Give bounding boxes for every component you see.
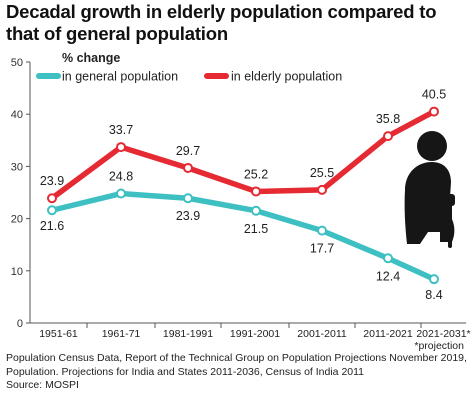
data-label-general: 12.4 bbox=[376, 269, 400, 283]
data-label-elderly: 25.5 bbox=[310, 166, 334, 180]
source-note: Population Census Data, Report of the Te… bbox=[6, 352, 467, 378]
data-label-general: 21.6 bbox=[40, 219, 64, 233]
data-point-general bbox=[317, 225, 327, 236]
data-label-elderly: 40.5 bbox=[422, 88, 446, 102]
data-point-general bbox=[183, 193, 193, 204]
data-label-elderly: 35.8 bbox=[376, 112, 400, 126]
x-tick-label: 2001-2011 bbox=[297, 328, 347, 340]
data-point-general bbox=[47, 205, 57, 216]
data-label-elderly: 23.9 bbox=[40, 174, 64, 188]
line-chart: 0 10 20 30 40 50 1951-61 1961-71 1981-1991 1991-… bbox=[11, 51, 471, 352]
chart-title: Decadal growth in elderly population com… bbox=[6, 1, 437, 44]
y-tick-label: 50 bbox=[11, 57, 23, 69]
elderly-person-with-cane-icon bbox=[404, 131, 455, 248]
x-tick-label: 1991-2001 bbox=[230, 328, 280, 340]
x-tick-label: 1951-61 bbox=[39, 328, 78, 340]
chart-footer: Population Census Data, Report of the Te… bbox=[6, 352, 468, 393]
x-tick-label: 1981-1991 bbox=[163, 328, 213, 340]
data-label-elderly: 29.7 bbox=[176, 144, 200, 158]
data-point-elderly bbox=[116, 142, 126, 153]
legend-label-elderly: in elderly population bbox=[231, 70, 342, 84]
y-tick-label: 0 bbox=[17, 318, 23, 330]
data-label-elderly: 33.7 bbox=[109, 123, 133, 137]
source-credit: Source: MOSPI bbox=[6, 379, 79, 391]
y-tick-label: 20 bbox=[11, 214, 23, 226]
series-lines: 21.6 24.8 23.9 21.5 17.7 12.4 8.4 23.9 33.7 29.7 2… bbox=[40, 88, 446, 303]
data-label-general: 17.7 bbox=[310, 242, 334, 256]
y-tick-label: 10 bbox=[11, 266, 23, 278]
data-point-elderly bbox=[183, 162, 193, 173]
data-point-elderly bbox=[251, 186, 261, 197]
y-axis-label: % change bbox=[62, 51, 120, 65]
y-tick-label: 40 bbox=[11, 109, 23, 121]
y-ticks: 0 10 20 30 40 50 bbox=[11, 57, 30, 330]
data-point-elderly bbox=[383, 131, 393, 142]
data-point-general bbox=[116, 188, 126, 199]
data-label-general: 8.4 bbox=[425, 288, 442, 302]
y-tick-label: 30 bbox=[11, 161, 23, 173]
data-label-general: 24.8 bbox=[109, 170, 133, 184]
data-point-elderly bbox=[429, 106, 439, 117]
projection-footnote: *projection bbox=[414, 340, 464, 352]
x-tick-label: 1961-71 bbox=[102, 328, 141, 340]
data-point-general bbox=[429, 274, 439, 285]
series-line-general bbox=[49, 190, 437, 282]
x-tick-label: 2011-2021 bbox=[363, 328, 413, 340]
legend: in general population in elderly populat… bbox=[36, 70, 342, 84]
data-point-general bbox=[251, 205, 261, 216]
data-label-general: 21.5 bbox=[244, 222, 268, 236]
data-point-general bbox=[383, 253, 393, 264]
data-label-general: 23.9 bbox=[176, 209, 200, 223]
data-point-elderly bbox=[47, 193, 57, 204]
data-label-elderly: 25.2 bbox=[244, 167, 268, 181]
x-ticks: 1951-61 1961-71 1981-1991 1991-2001 2001-201… bbox=[39, 323, 471, 340]
legend-label-general: in general population bbox=[62, 70, 178, 84]
x-tick-label: 2021-2031* bbox=[416, 328, 470, 340]
data-point-elderly bbox=[317, 184, 327, 195]
